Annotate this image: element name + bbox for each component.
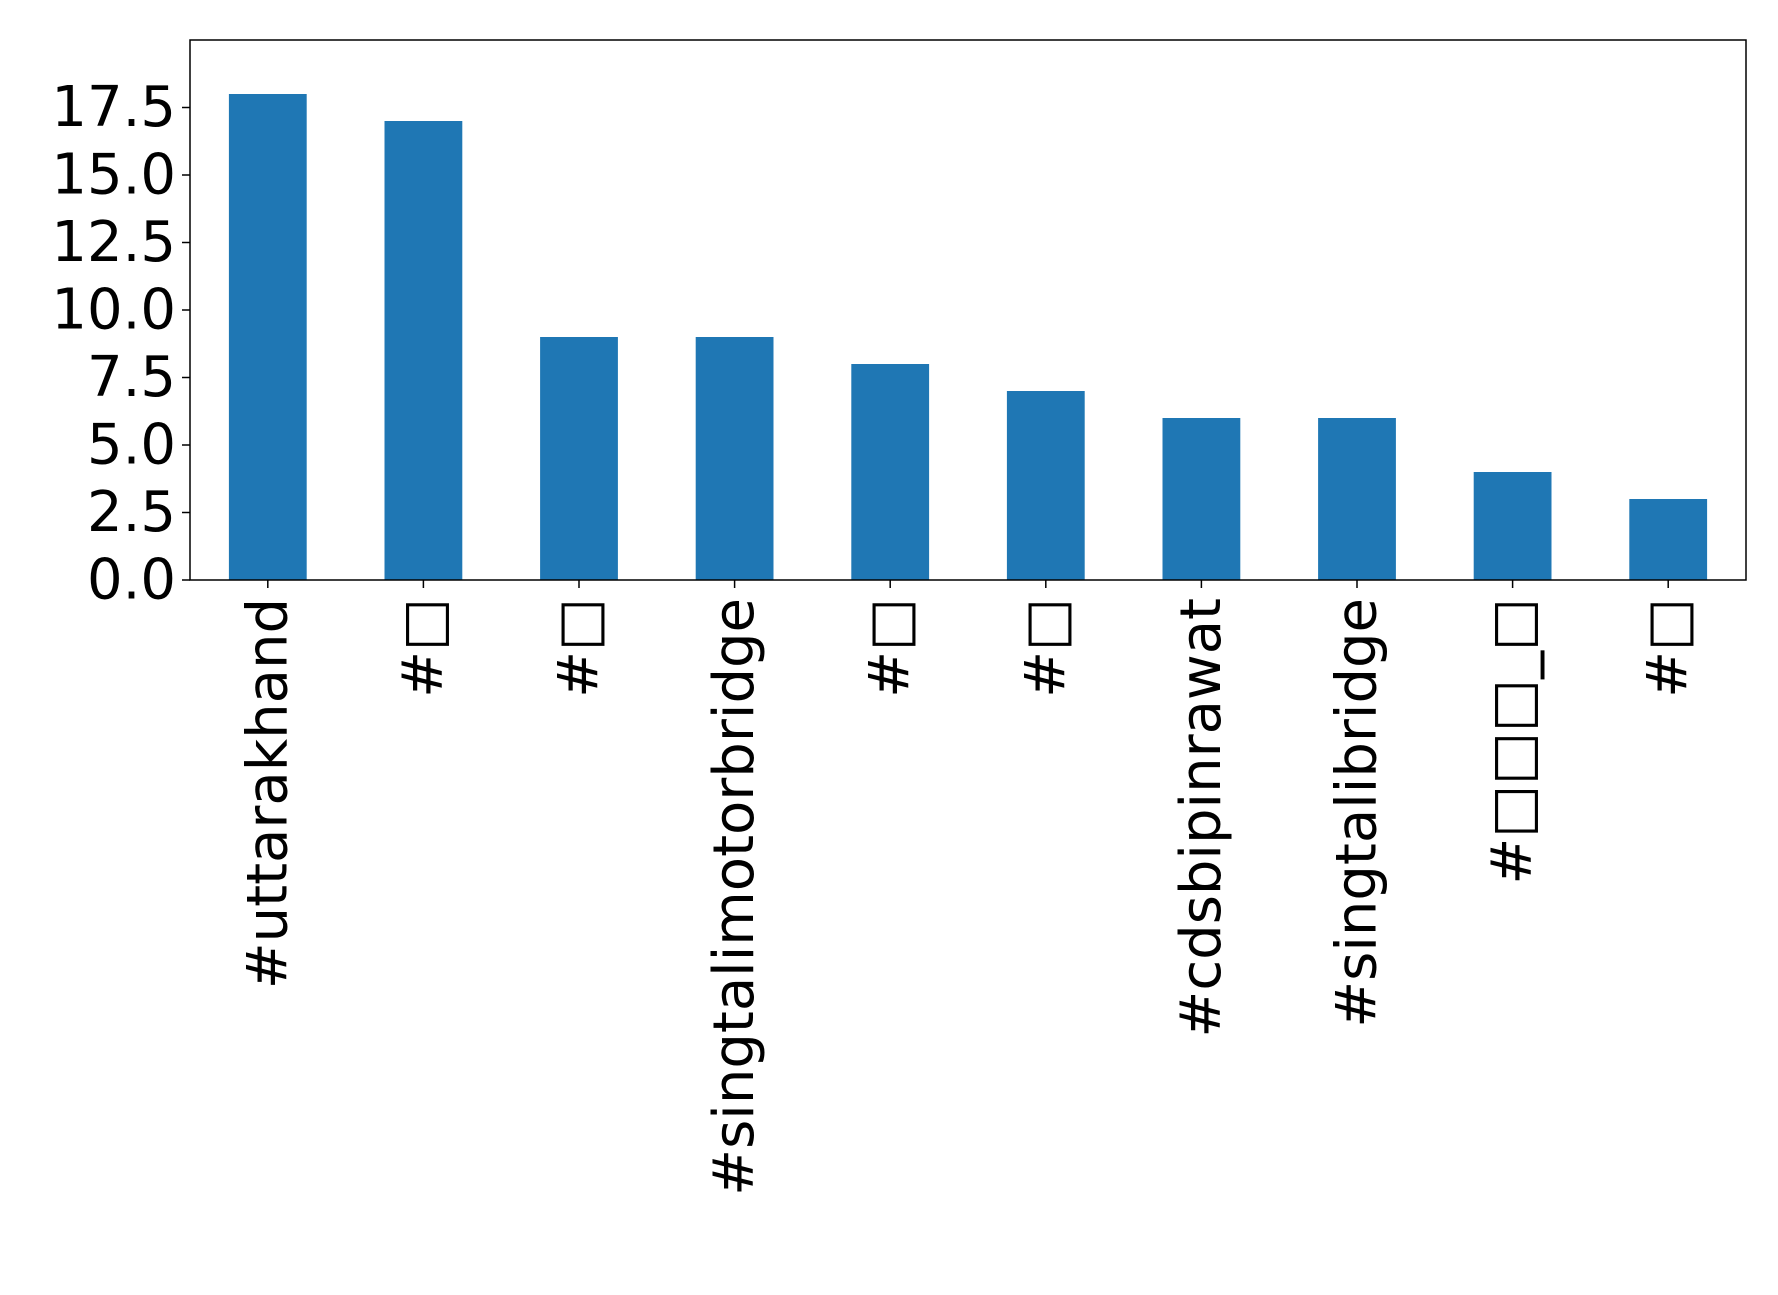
x-tick-label-8: #□□□_□ [1480,598,1545,885]
bar-0 [228,94,307,580]
y-tick-label-5: 12.5 [51,210,176,275]
plot-frame [189,39,1747,581]
x-tick-label-7: #singtalibridge [1325,598,1390,1028]
bar-3 [695,337,774,580]
bar-9 [1629,499,1708,580]
bar-8 [1473,472,1552,580]
bar-2 [540,337,618,580]
bar-6 [1162,418,1241,580]
x-tick-label-6: #cdsbipinrawat [1169,598,1234,1038]
x-tick-label-2: #□ [547,598,612,698]
bar-4 [851,364,930,580]
y-tick-label-7: 17.5 [51,75,176,140]
bar-1 [384,121,463,580]
bar-7 [1318,418,1396,580]
x-tick-label-1: #□ [391,598,456,698]
x-axis: #uttarakhand #□ #□ #singtalimotorbridge #□ #□… [235,580,1701,1196]
x-tick-label-0: #uttarakhand [235,598,300,989]
x-tick-label-4: #□ [858,598,923,698]
x-tick-label-5: #□ [1013,598,1078,698]
y-tick-label-6: 15.0 [51,143,176,208]
bars-group [228,94,1708,580]
bar-5 [1006,391,1085,580]
y-tick-label-4: 10.0 [51,278,176,343]
y-tick-label-3: 7.5 [87,345,176,410]
x-tick-label-3: #singtalimotorbridge [702,598,767,1196]
y-axis: 0.02.55.07.510.012.515.017.5 [51,75,190,613]
x-tick-label-9: #□ [1636,598,1701,698]
y-tick-label-0: 0.0 [87,548,176,613]
y-tick-label-1: 2.5 [87,480,176,545]
y-tick-label-2: 5.0 [87,413,176,478]
